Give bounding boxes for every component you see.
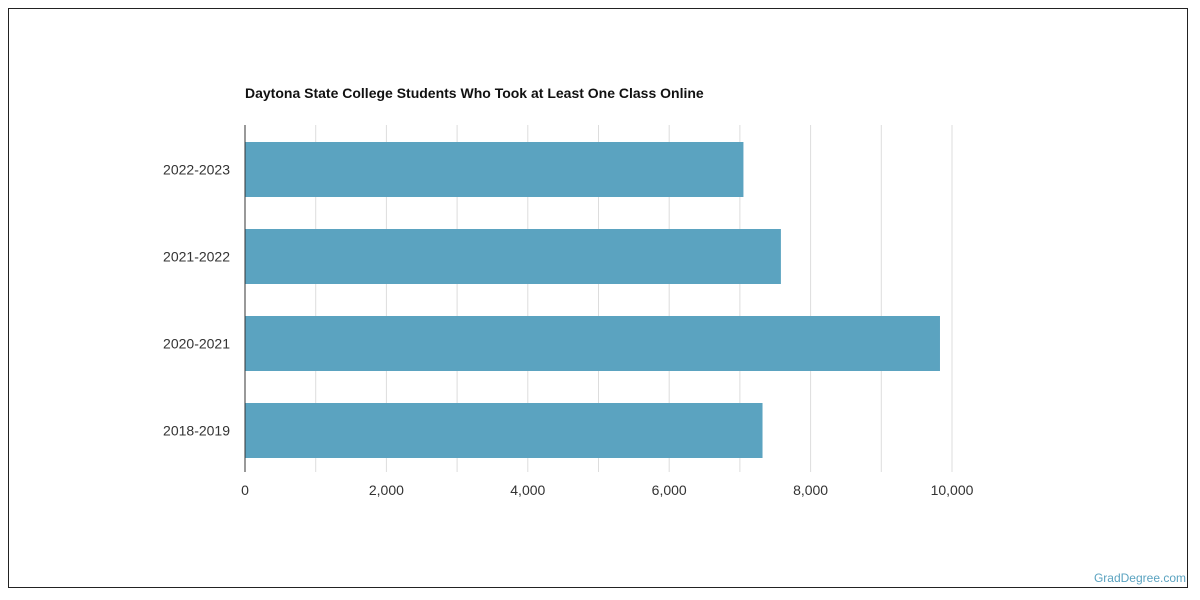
bars [245, 142, 940, 458]
bar-2018-2019[interactable] [245, 403, 763, 458]
bar-2020-2021[interactable] [245, 316, 940, 371]
x-tick-label: 4,000 [510, 482, 545, 498]
category-label: 2018-2019 [163, 423, 230, 439]
x-tick-label: 6,000 [652, 482, 687, 498]
x-tick-label: 0 [241, 482, 249, 498]
x-tick-label: 2,000 [369, 482, 404, 498]
category-label: 2021-2022 [163, 249, 230, 265]
chart-title: Daytona State College Students Who Took … [245, 85, 704, 101]
x-tick-label: 10,000 [931, 482, 974, 498]
category-labels: 2022-2023 2021-2022 2020-2021 2018-2019 [163, 162, 230, 439]
bar-2022-2023[interactable] [245, 142, 744, 197]
category-label: 2022-2023 [163, 162, 230, 178]
x-tick-labels: 0 2,000 4,000 6,000 8,000 10,000 [241, 482, 974, 498]
x-tick-label: 8,000 [793, 482, 828, 498]
category-label: 2020-2021 [163, 336, 230, 352]
watermark-link[interactable]: GradDegree.com [1093, 571, 1186, 585]
bar-2021-2022[interactable] [245, 229, 781, 284]
